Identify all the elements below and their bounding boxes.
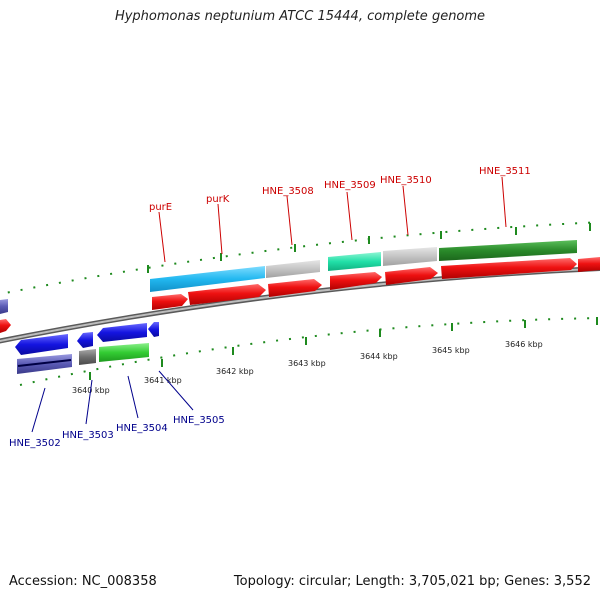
kbp-label: 3642 kbp <box>216 367 254 376</box>
gene-label-HNE_3509[interactable]: HNE_3509 <box>324 180 376 191</box>
accession-text: Accession: NC_008358 <box>9 574 157 589</box>
tick-marks-outer <box>147 223 591 273</box>
kbp-label: 3644 kbp <box>360 352 398 361</box>
cds-arrow[interactable] <box>441 258 577 279</box>
cds-arrow[interactable] <box>148 322 159 337</box>
feature-HNE_3504[interactable] <box>99 343 149 362</box>
cds-arrow[interactable] <box>152 294 188 310</box>
kbp-label: 3646 kbp <box>505 340 543 349</box>
kbp-label: 3645 kbp <box>432 346 470 355</box>
feature-HNE_3508[interactable] <box>266 260 320 278</box>
reverse-cds-track <box>15 322 159 355</box>
feature-HNE_3511[interactable] <box>439 240 577 261</box>
tick-marks-inner <box>89 317 598 380</box>
feature-HNE_3510[interactable] <box>383 247 437 266</box>
feature-partial-left[interactable] <box>0 299 8 314</box>
gene-label-purE[interactable]: purE <box>149 202 172 213</box>
feature-HNE_3509[interactable] <box>328 252 381 271</box>
gene-label-HNE_3508[interactable]: HNE_3508 <box>262 186 314 197</box>
cds-arrow[interactable] <box>578 257 600 272</box>
forward-cds-track <box>152 257 600 310</box>
feature-purE-purK[interactable] <box>150 266 265 292</box>
reverse-feature-track <box>17 343 149 374</box>
cds-arrow[interactable] <box>268 279 322 297</box>
cds-arrow[interactable] <box>330 272 382 290</box>
bottom-gene-labels: HNE_3502 HNE_3503 HNE_3504 HNE_3505 <box>9 370 225 449</box>
gene-label-HNE_3502[interactable]: HNE_3502 <box>9 438 61 449</box>
top-gene-labels: purE purK HNE_3508 HNE_3509 HNE_3510 HNE… <box>149 166 531 263</box>
genome-stats-text: Topology: circular; Length: 3,705,021 bp… <box>233 574 591 589</box>
cds-arrow-partial-left[interactable] <box>0 319 11 333</box>
cds-arrow[interactable] <box>77 332 93 348</box>
gene-label-HNE_3505[interactable]: HNE_3505 <box>173 415 225 426</box>
kbp-label: 3641 kbp <box>144 376 182 385</box>
map-title: Hyphomonas neptunium ATCC 15444, complet… <box>114 9 486 24</box>
gene-label-HNE_3510[interactable]: HNE_3510 <box>380 175 432 186</box>
genome-backbone <box>0 265 600 344</box>
cds-arrow[interactable] <box>188 284 266 305</box>
cds-arrow[interactable] <box>97 323 147 342</box>
cds-arrow[interactable] <box>15 334 68 355</box>
gene-label-HNE_3511[interactable]: HNE_3511 <box>479 166 531 177</box>
forward-feature-track <box>150 240 577 292</box>
feature-HNE_3503[interactable] <box>79 349 96 365</box>
gene-label-purK[interactable]: purK <box>206 194 230 205</box>
kbp-label: 3643 kbp <box>288 359 326 368</box>
cds-arrow[interactable] <box>385 267 438 285</box>
gene-label-HNE_3503[interactable]: HNE_3503 <box>62 430 114 441</box>
gene-label-HNE_3504[interactable]: HNE_3504 <box>116 423 168 434</box>
